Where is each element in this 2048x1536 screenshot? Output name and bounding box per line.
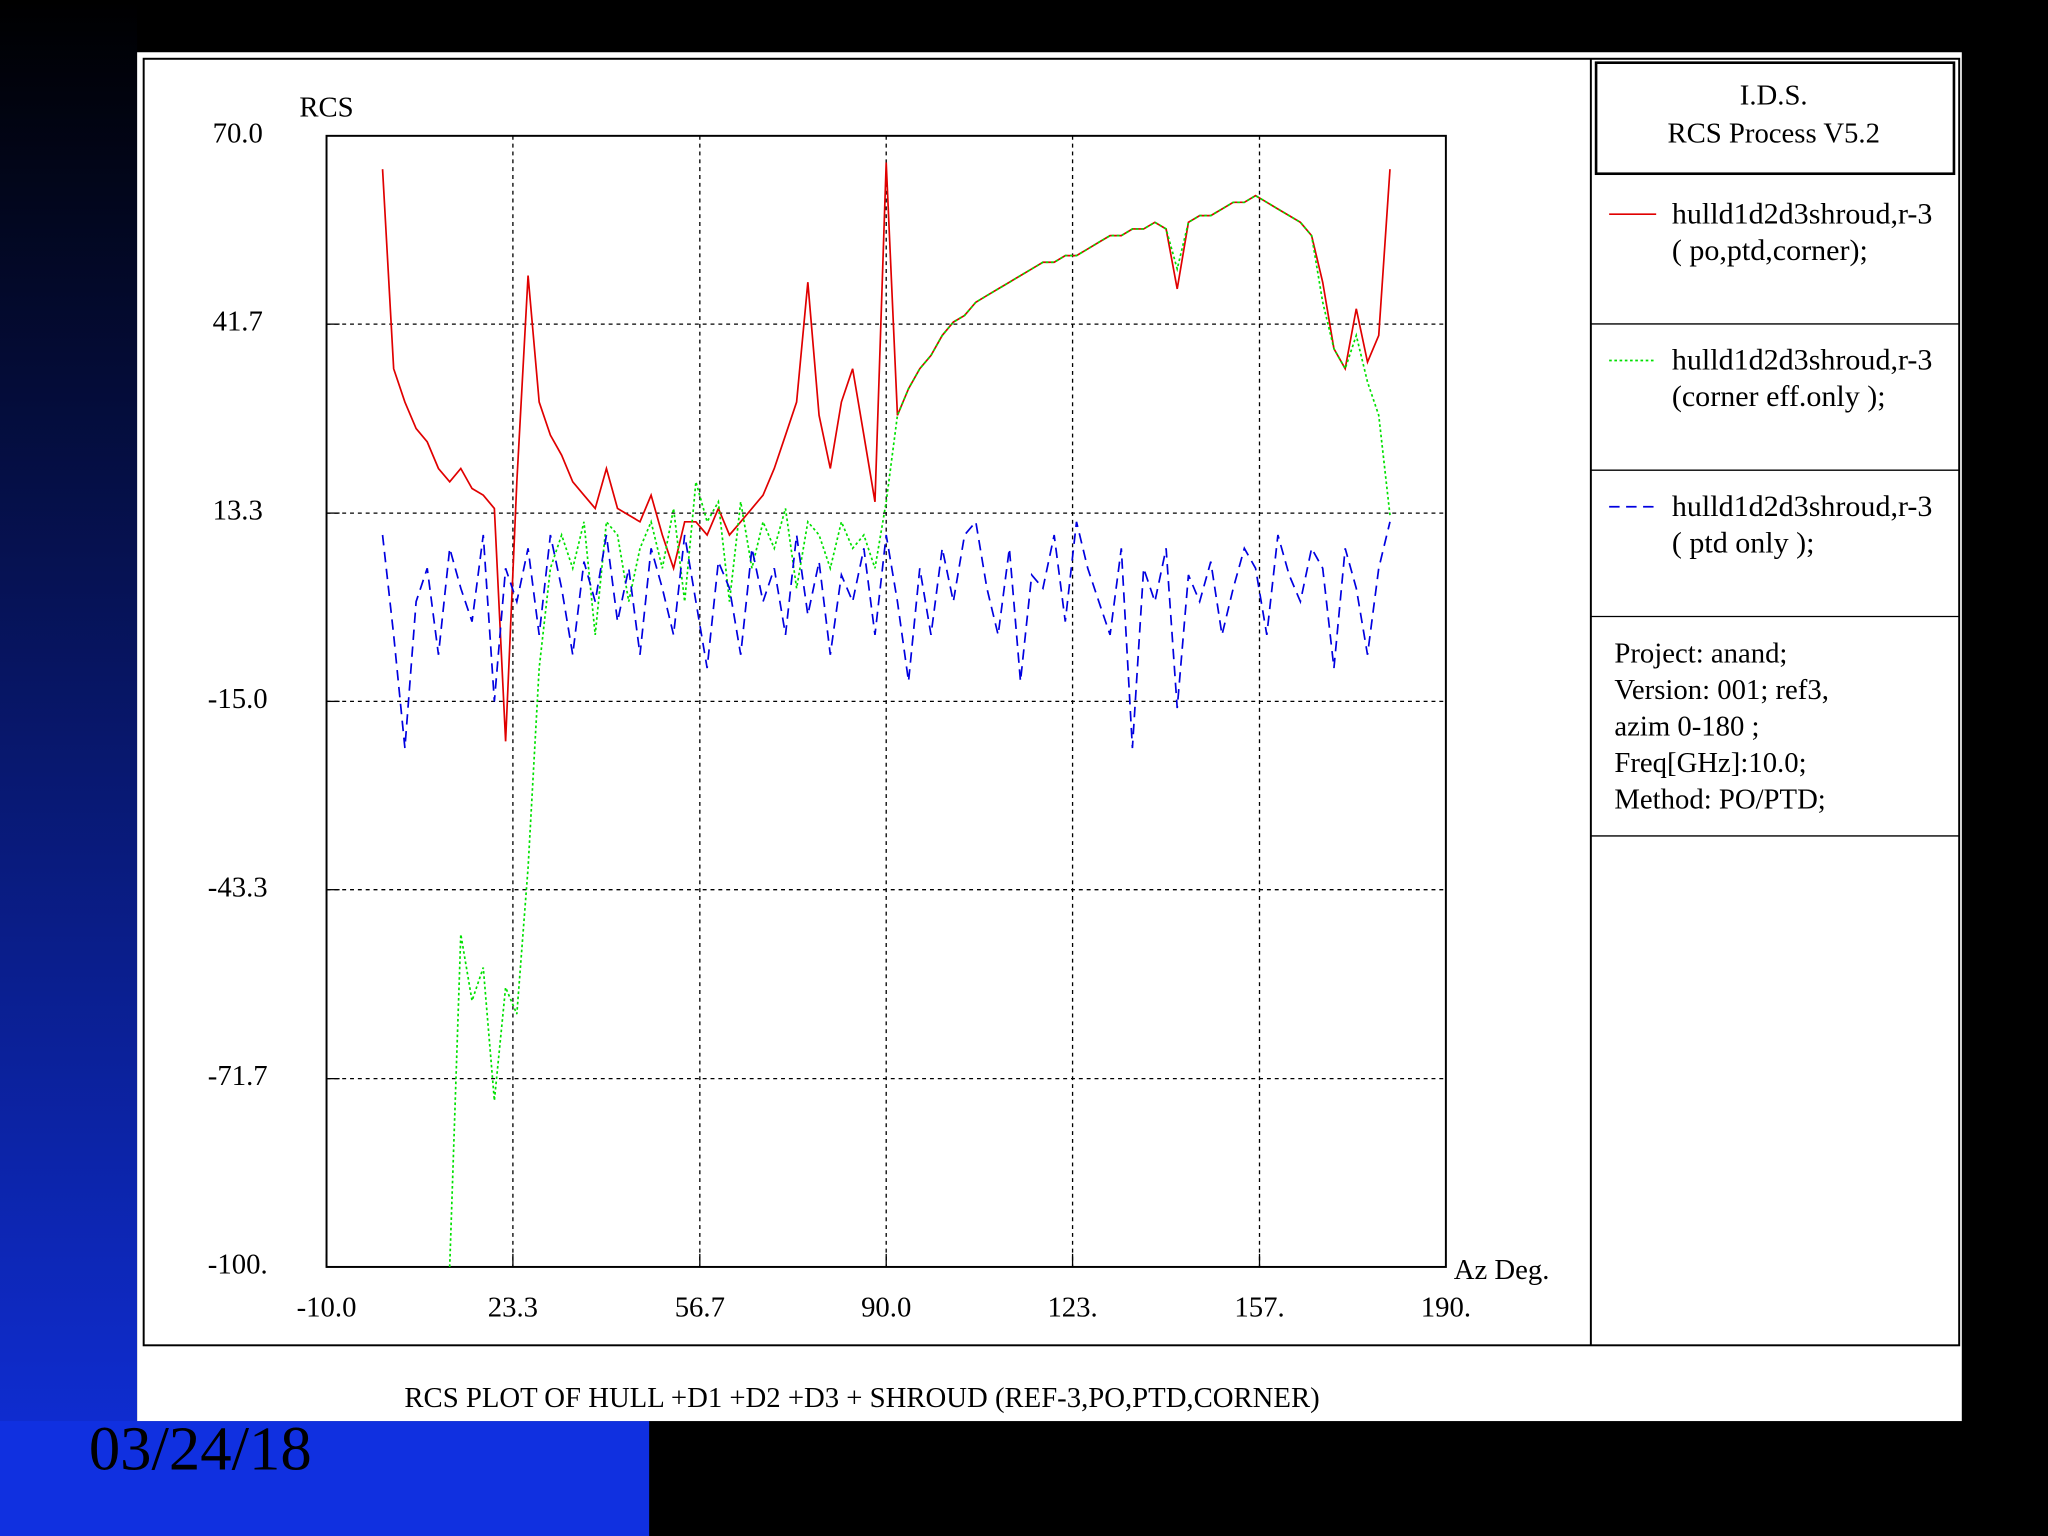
x-tick-label: 123. (1047, 1292, 1097, 1324)
header-box (1594, 61, 1956, 176)
y-tick-label: -71.7 (208, 1060, 268, 1092)
info-line: Freq[GHz]:10.0; (1614, 747, 1806, 779)
y-tick-label: 13.3 (213, 495, 263, 527)
info-line: azim 0-180 ; (1614, 710, 1759, 742)
side-band (0, 0, 138, 1536)
x-tick-label: 56.7 (675, 1292, 725, 1324)
y-tick-label: 41.7 (213, 306, 263, 338)
series-line (448, 194, 1391, 1267)
legend-entry: hulld1d2d3shroud,r-3 (corner eff.only ); (1671, 343, 1933, 413)
y-axis-label: RCS (299, 91, 353, 123)
header-line: I.D.S. (1740, 80, 1808, 112)
info-line: Project: anand; (1614, 637, 1787, 669)
y-tick-label: 70.0 (213, 117, 263, 149)
x-tick-label: 157. (1234, 1292, 1284, 1324)
legend-label: hulld1d2d3shroud,r-3 ( ptd only ); (1671, 489, 1933, 560)
legend-entry: hulld1d2d3shroud,r-3 ( ptd only ); (1671, 489, 1933, 560)
x-tick-label: 90.0 (861, 1292, 911, 1324)
date: 03/24/18 (89, 1413, 312, 1483)
y-tick-label: -43.3 (208, 871, 268, 903)
y-tick-label: -15.0 (208, 683, 268, 715)
info-line: Version: 001; ref3, (1614, 674, 1829, 706)
series-line (381, 162, 1391, 742)
info-line: Method: PO/PTD; (1614, 784, 1825, 816)
x-tick-label: 190. (1421, 1292, 1471, 1324)
x-tick-label: 23.3 (488, 1292, 538, 1324)
x-axis-label: Az Deg. (1454, 1254, 1550, 1286)
series-line (381, 519, 1391, 749)
frame (142, 57, 1961, 1347)
bottom-band (0, 1421, 650, 1536)
legend-entry: hulld1d2d3shroud,r-3 ( po,ptd,corner); (1671, 197, 1933, 267)
panel (137, 52, 1962, 1422)
header-line: RCS Process V5.2 (1667, 117, 1880, 149)
legend-label: hulld1d2d3shroud,r-3 (corner eff.only ); (1671, 343, 1933, 413)
y-tick-label: -100. (208, 1249, 268, 1281)
chart-title: RCS PLOT OF HULL +D1 +D2 +D3 + SHROUD (R… (404, 1382, 1319, 1414)
legend-label: hulld1d2d3shroud,r-3 ( po,ptd,corner); (1671, 197, 1933, 267)
x-tick-label: -10.0 (297, 1292, 357, 1324)
